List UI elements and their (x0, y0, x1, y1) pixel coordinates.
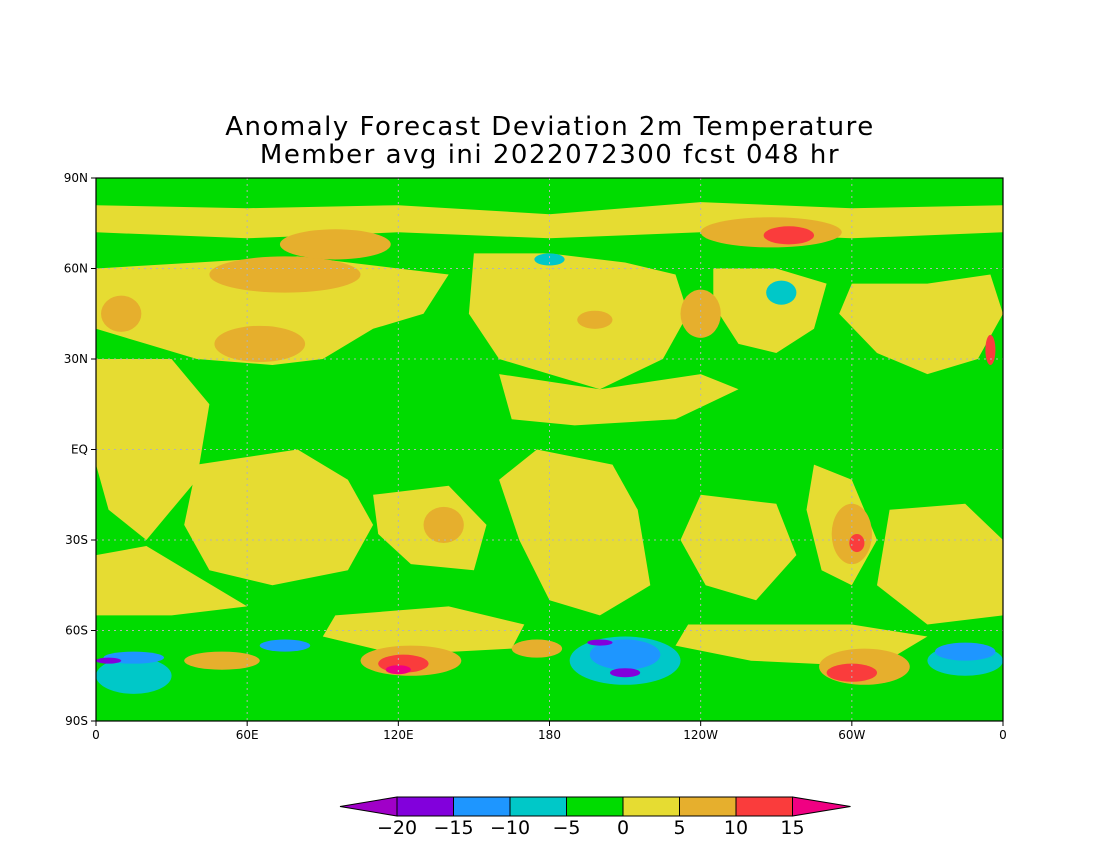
colorbar-swatch (566, 796, 624, 817)
warm-eurasia (96, 256, 449, 365)
anom-p5-europe (101, 295, 142, 332)
warm-se-pacific (680, 494, 797, 601)
lon-tick-label: 120W (683, 728, 718, 742)
colorbar-label: −20 (377, 817, 417, 839)
lon-tick-label: 60E (236, 728, 259, 742)
warm-south-atlantic-left (96, 546, 248, 616)
warm-south-atlantic-right (877, 503, 1003, 625)
longitude-axis: 0 60E 120E 180 120W 60W 0 (92, 721, 1007, 742)
lat-tick-label: 30N (64, 352, 88, 366)
colorbar-label: −5 (552, 817, 580, 839)
anom-p10-atlantic-coast (985, 334, 996, 366)
colorbar-label: 0 (617, 817, 629, 839)
anom-p5-australia (423, 506, 464, 544)
colorbar-swatch (735, 796, 793, 817)
anom-p5-pacific-nw (680, 289, 721, 338)
anom-m15-antarctic-pacific-blue (589, 639, 661, 670)
anom-p10-greenland (763, 226, 815, 245)
anom-p5-north-pacific (577, 310, 613, 329)
colorbar-swatch (453, 796, 511, 817)
colorbar-arrow-high (792, 796, 851, 817)
colorbar-swatch (679, 796, 737, 817)
colorbar-arrow-low (339, 796, 398, 817)
anom-m10-antarctic-indian-cyan (96, 657, 172, 694)
warm-southern-ocean-east (322, 606, 525, 655)
anom-m15-antarctic-east-blue (259, 639, 311, 652)
anom-p5-antarctic-mid (511, 639, 563, 658)
map-title-line-2: Member avg ini 2022072300 fcst 048 hr (259, 140, 841, 170)
anom-m15-antarctic-atlantic-blue (934, 642, 996, 661)
colorbar-label: 5 (673, 817, 685, 839)
lat-tick-label: EQ (71, 443, 88, 457)
warm-indian-ocean (184, 449, 374, 586)
anom-m5-canada-cyan (766, 280, 797, 305)
anom-p5-antarctic-far-west (184, 651, 260, 670)
warm-africa (96, 359, 210, 540)
lat-tick-label: 30S (65, 533, 88, 547)
anom-p15-antarctic (385, 665, 411, 675)
anom-p5-siberia (209, 256, 361, 293)
lon-tick-label: 0 (92, 728, 100, 742)
colorbar-swatch (509, 796, 567, 817)
anom-p10-antarctic-west (826, 663, 878, 682)
lon-tick-label: 120E (383, 728, 414, 742)
lat-tick-label: 90N (64, 171, 88, 185)
colorbar-label: 10 (724, 817, 748, 839)
lat-tick-label: 60N (64, 262, 88, 276)
lon-tick-label: 60W (838, 728, 865, 742)
colorbar-label: 15 (780, 817, 804, 839)
map-gridlines (96, 178, 1003, 721)
anom-p10-south-america (849, 533, 865, 553)
anom-p5-eurasia-north (279, 229, 391, 260)
lat-tick-label: 60S (65, 624, 88, 638)
colorbar-swatch (622, 796, 680, 817)
warm-south-pacific (499, 449, 651, 616)
lon-tick-label: 0 (999, 728, 1007, 742)
map-title-line-1: Anomaly Forecast Deviation 2m Temperatur… (225, 112, 875, 142)
anom-p5-central-asia (214, 325, 306, 363)
colorbar-label: −10 (490, 817, 530, 839)
polar-strip (96, 708, 1003, 721)
anom-m20-antarctic-west-purple (96, 657, 122, 664)
lat-tick-label: 90S (65, 714, 88, 728)
warm-north-america (713, 268, 827, 353)
lon-tick-label: 180 (538, 728, 561, 742)
colorbar-swatch (396, 796, 454, 817)
warm-north-atlantic (839, 274, 1003, 375)
warm-equatorial-pacific (499, 374, 739, 426)
anom-m5-bering-cyan (534, 253, 565, 266)
anom-m20-antarctic-pacific-purple-2 (587, 639, 613, 646)
colorbar: −20 −15 −10 −5 0 5 10 15 (339, 796, 851, 839)
latitude-axis: 90N 60N 30N EQ 30S 60S 90S (64, 171, 96, 728)
colorbar-label: −15 (433, 817, 473, 839)
anom-m20-antarctic-pacific-purple (609, 668, 641, 678)
